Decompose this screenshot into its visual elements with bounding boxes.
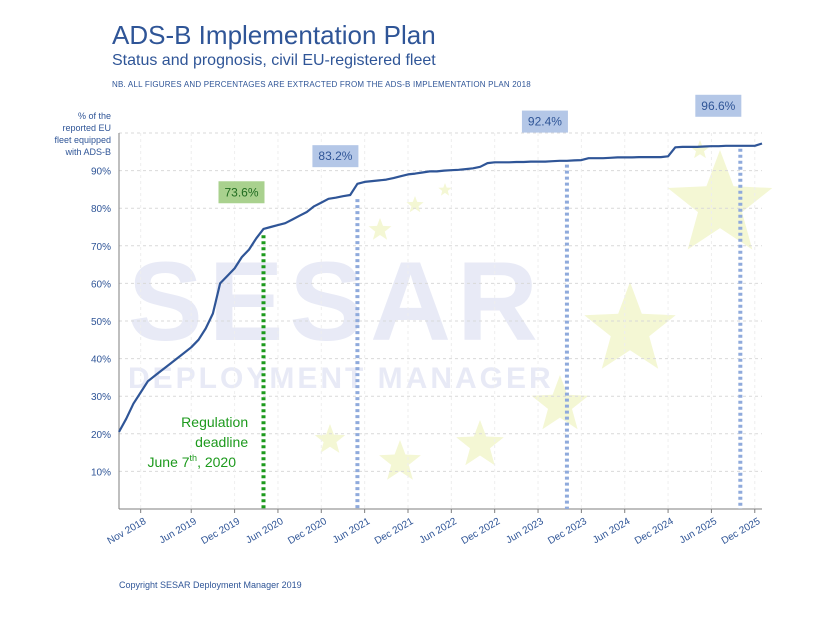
x-tick-label: Jun 2020 (244, 516, 286, 546)
value-callout: 92.4% (521, 110, 568, 133)
x-tick-label: Dec 2021 (373, 516, 416, 547)
callout-label: 96.6% (701, 99, 735, 113)
x-tick-label: Dec 2019 (200, 516, 243, 547)
value-callout: 83.2% (312, 145, 359, 168)
x-tick-label: Jun 2024 (591, 516, 633, 546)
x-tick-label: Dec 2022 (460, 516, 503, 547)
value-callout: 96.6% (695, 94, 742, 117)
value-callouts: 73.6% 83.2% 92.4% 96.6% (218, 94, 742, 204)
x-tick-label: Dec 2025 (720, 516, 763, 547)
x-tick-label: Nov 2018 (106, 516, 149, 547)
callout-box (218, 181, 265, 204)
copyright-text: Copyright SESAR Deployment Manager 2019 (119, 580, 302, 590)
eu-stars-watermark (314, 140, 773, 480)
regulation-date-suffix: th (190, 453, 198, 463)
chart-title: ADS-B Implementation Plan (112, 20, 436, 50)
x-tick-label: Dec 2020 (286, 516, 329, 547)
milestone-markers (261, 148, 743, 509)
regulation-year: , 2020 (197, 454, 236, 470)
fleet-equipage-line (118, 142, 763, 433)
x-axis: Nov 2018 Jun 2019 Dec 2019 Jun 2020 Dec 2020… (106, 508, 763, 547)
callout-box (312, 145, 359, 168)
grid-lines (119, 132, 762, 509)
y-tick-label: 80% (91, 204, 111, 215)
y-axis-label: with ADS-B (64, 147, 111, 157)
y-tick-label: 70% (91, 242, 111, 253)
callout-box (695, 94, 742, 117)
x-tick-label: Jun 2025 (678, 516, 720, 546)
y-tick-label: 20% (91, 430, 111, 441)
callout-label: 92.4% (528, 115, 562, 129)
regulation-line-1: Regulation (181, 414, 248, 430)
y-axis-label: % of the (78, 111, 111, 121)
series-layer (118, 142, 763, 433)
regulation-deadline-label: Regulation deadline June 7th, 2020 (148, 414, 253, 470)
callout-box (521, 110, 568, 133)
x-tick-label: Dec 2023 (546, 516, 589, 547)
regulation-date: June 7 (148, 454, 190, 470)
x-tick-label: Jun 2022 (418, 516, 460, 546)
eu-star-icon (667, 150, 773, 250)
y-axis: 10% 20% 30% 40% 50% 60% 70% 80% 90% % of the repor… (54, 111, 120, 509)
eu-star-icon (584, 282, 676, 369)
eu-star-icon (456, 420, 504, 466)
watermark-deployment-manager: DEPLOYMENT MANAGER (128, 362, 554, 395)
eu-star-icon (690, 140, 710, 159)
eu-star-icon (406, 196, 424, 213)
y-tick-label: 90% (91, 167, 111, 178)
x-tick-label: Jun 2023 (504, 516, 546, 546)
x-tick-label: Dec 2024 (633, 516, 676, 547)
eu-star-icon (368, 218, 392, 240)
chart-subtitle: Status and prognosis, civil EU-registere… (112, 52, 436, 69)
y-tick-label: 10% (91, 467, 111, 478)
eu-star-icon (438, 183, 452, 196)
regulation-line-3a: June 7th, 2020 (148, 453, 237, 470)
y-axis-label: fleet equipped (54, 135, 111, 145)
y-tick-label: 30% (91, 392, 111, 403)
x-tick-label: Jun 2019 (158, 516, 200, 546)
callout-label: 83.2% (318, 149, 352, 163)
y-tick-label: 40% (91, 355, 111, 366)
y-tick-label: 60% (91, 279, 111, 290)
value-callout: 73.6% (218, 181, 265, 204)
y-axis-label: reported EU (62, 123, 111, 133)
x-tick-label: Jun 2021 (331, 516, 373, 546)
eu-star-icon (379, 440, 421, 480)
source-note: NB. ALL FIGURES AND PERCENTAGES ARE EXTR… (112, 80, 531, 89)
eu-star-icon (531, 375, 589, 430)
callout-label: 73.6% (224, 185, 258, 199)
regulation-line-2: deadline (195, 434, 248, 450)
eu-star-icon (314, 424, 346, 453)
watermark: SESAR DEPLOYMENT MANAGER (128, 140, 773, 480)
y-tick-label: 50% (91, 317, 111, 328)
watermark-sesar: SESAR (128, 239, 544, 364)
